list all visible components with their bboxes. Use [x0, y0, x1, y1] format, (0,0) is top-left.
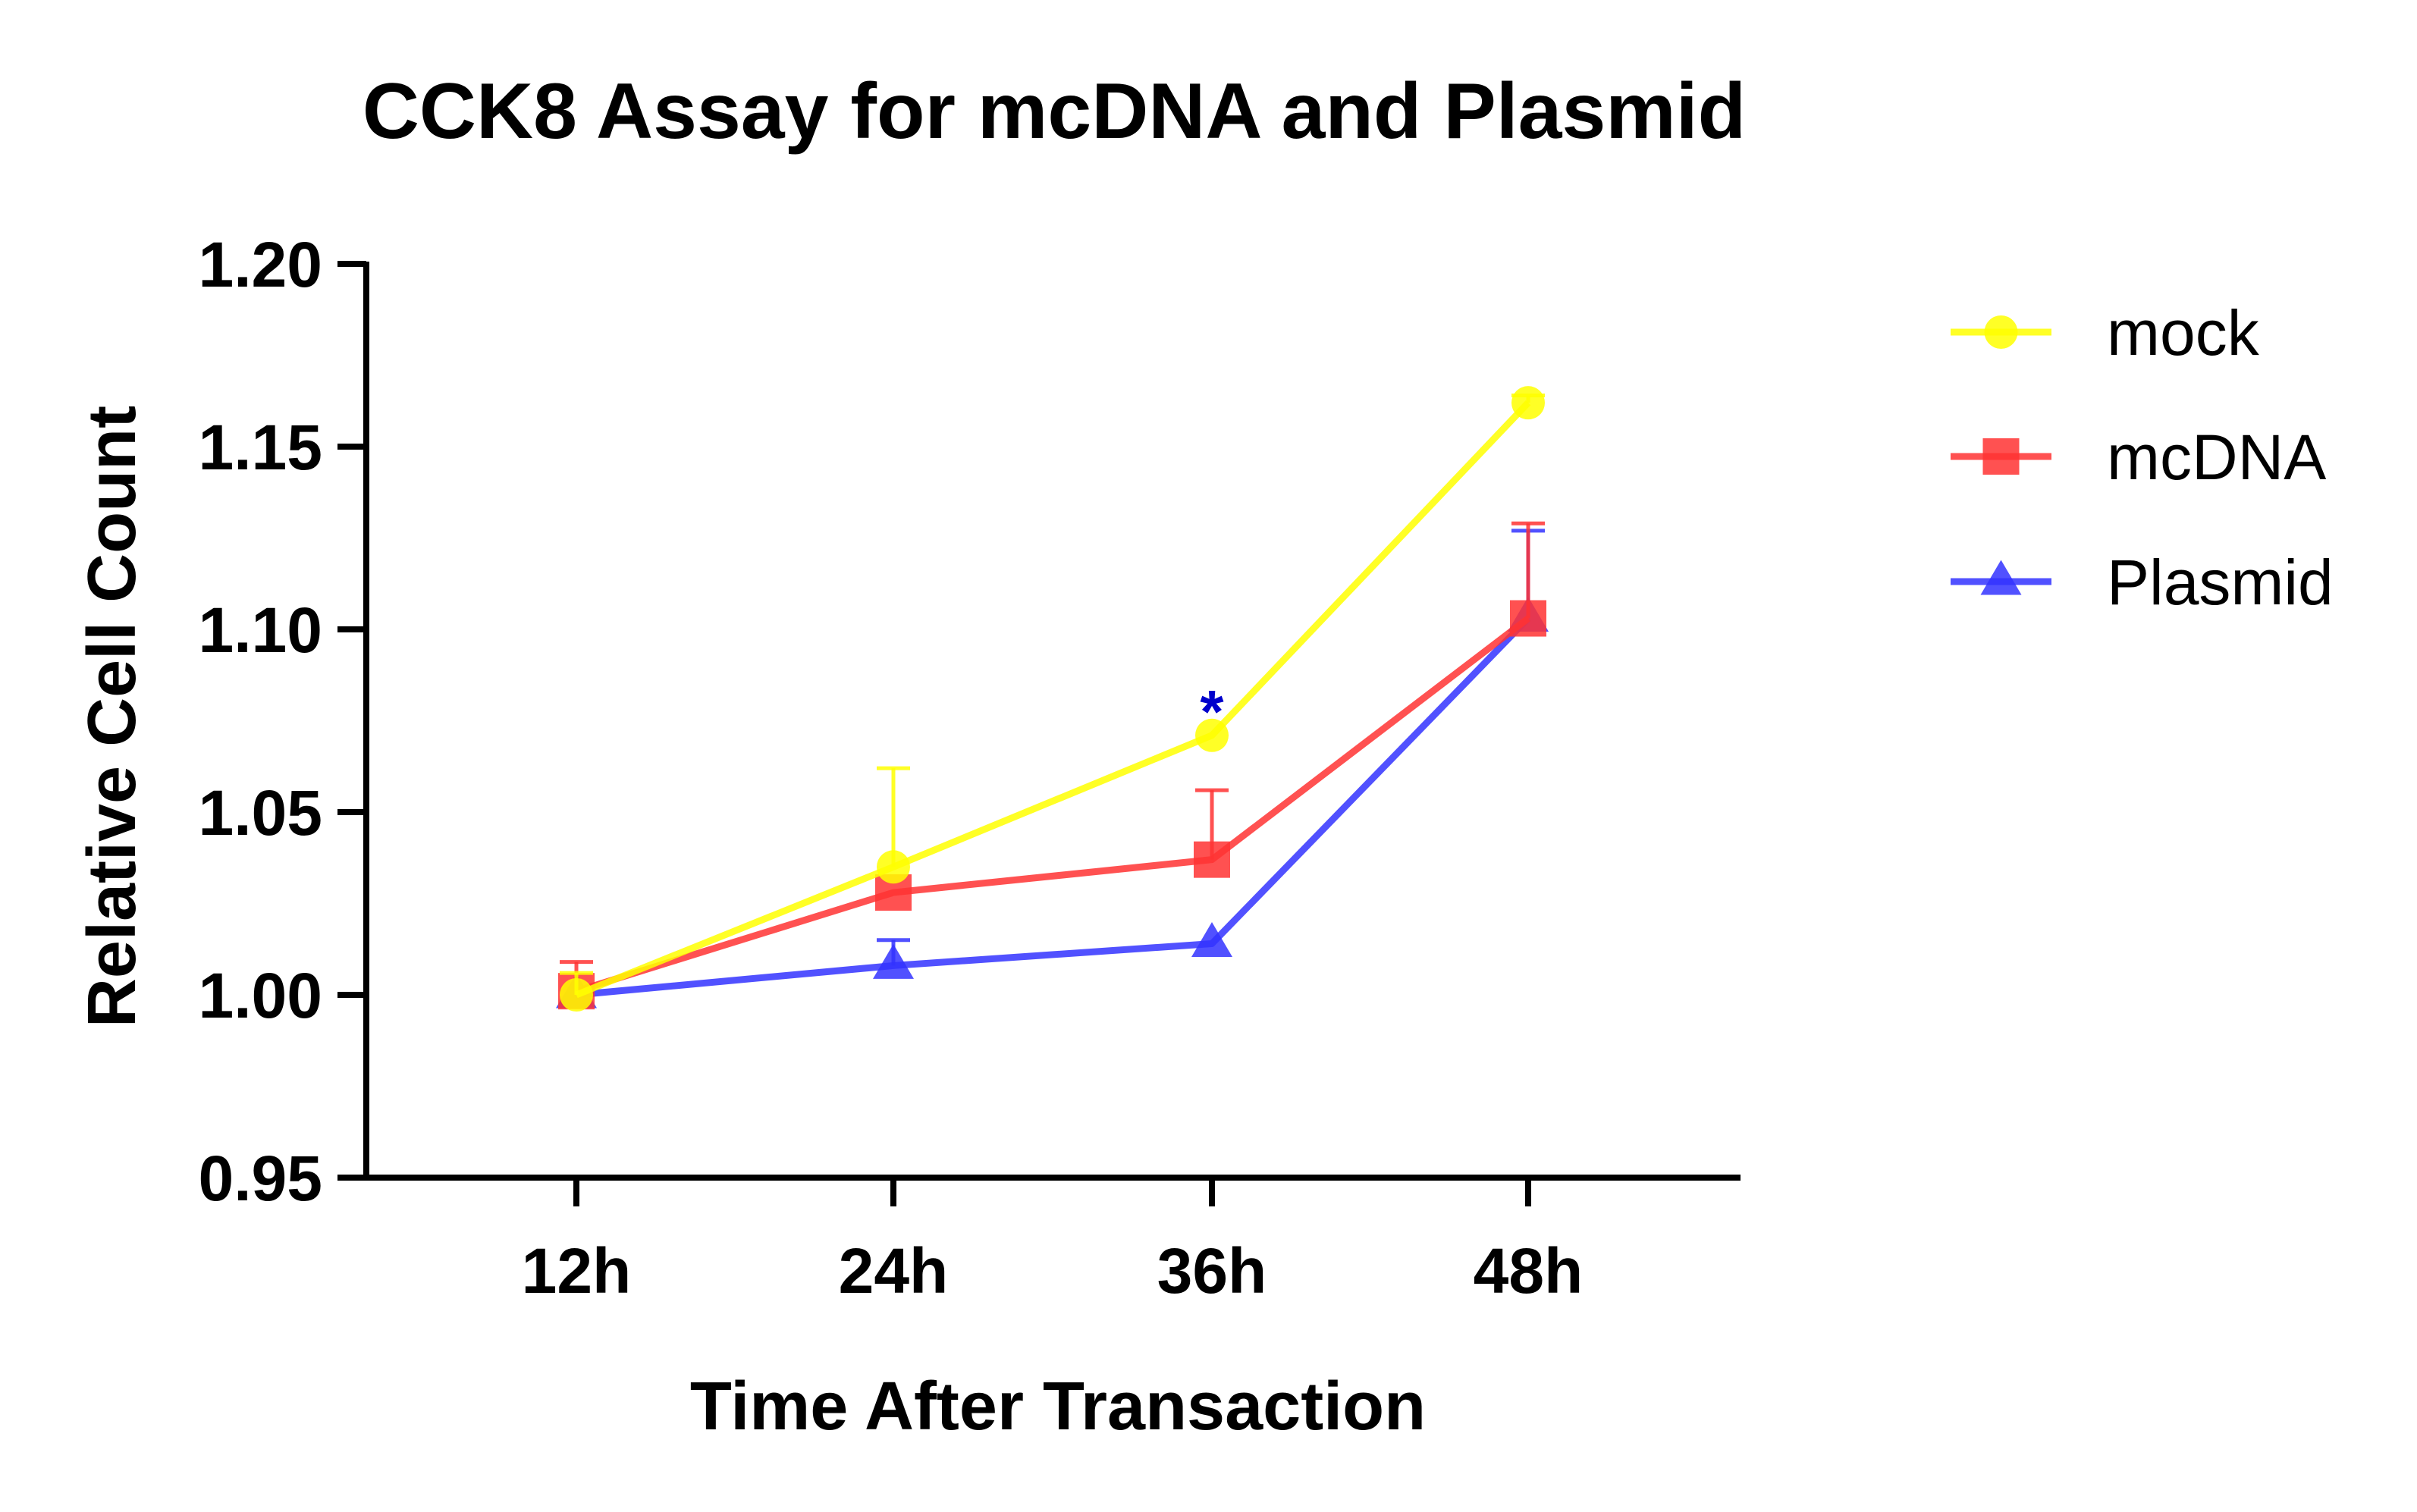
series-mcDNA	[558, 521, 1546, 1010]
legend-marker	[1982, 438, 2020, 475]
significance-marker: *	[1200, 678, 1224, 745]
series-mock	[560, 386, 1545, 1012]
legend-marker	[1984, 315, 2018, 349]
x-tick-label: 36h	[1157, 1235, 1267, 1307]
x-axis-title: Time After Transaction	[690, 1369, 1426, 1445]
chart-title: CCK8 Assay for mcDNA and Plasmid	[363, 67, 1746, 155]
y-tick-label: 1.20	[199, 229, 323, 300]
legend-item-mcDNA: mcDNA	[1951, 422, 2326, 493]
data-point	[1194, 841, 1230, 878]
y-tick-label: 1.00	[199, 960, 323, 1031]
legend-label: mock	[2107, 297, 2260, 369]
series-Plasmid	[556, 529, 1549, 1009]
x-tick-label: 12h	[522, 1235, 632, 1307]
series-line	[576, 616, 1531, 999]
data-point	[1510, 600, 1546, 637]
legend-label: Plasmid	[2107, 547, 2334, 618]
legend-item-Plasmid: Plasmid	[1951, 547, 2334, 618]
data-point	[1511, 386, 1545, 420]
plot-area: 0.95 1.00 1.05 1.10 1.15 1.20 12h 24h 36h 48h *	[199, 229, 1741, 1307]
x-tick-label: 24h	[839, 1235, 949, 1307]
y-tick-label: 1.10	[199, 594, 323, 666]
x-tick-label: 48h	[1474, 1235, 1584, 1307]
series-line	[575, 400, 1531, 999]
y-tick-label: 1.05	[199, 777, 323, 849]
legend-label: mcDNA	[2107, 422, 2326, 493]
data-point	[1191, 922, 1232, 957]
data-point	[873, 943, 914, 979]
data-point	[877, 850, 910, 884]
data-point	[1195, 718, 1229, 752]
legend-marker	[1980, 560, 2022, 595]
data-point	[560, 978, 593, 1012]
y-tick-label: 0.95	[199, 1143, 323, 1214]
y-tick-label: 1.15	[199, 412, 323, 483]
legend-item-mock: mock	[1951, 297, 2260, 369]
y-axis-title: Relative Cell Count	[74, 406, 150, 1027]
legend: mock mcDNA Plasmid	[1951, 297, 2334, 618]
series-line	[575, 615, 1530, 995]
